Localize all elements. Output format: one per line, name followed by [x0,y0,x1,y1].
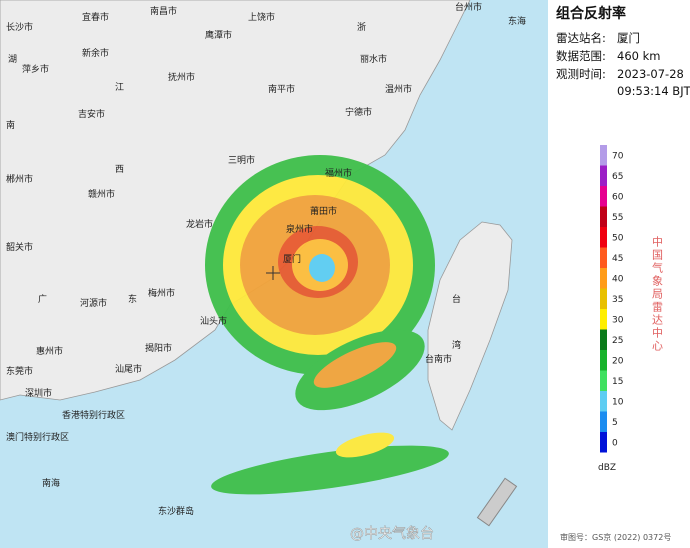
legend-label: 35 [612,295,623,305]
panel-title: 组合反射率 [556,5,626,22]
legend-swatch [600,186,607,207]
legend-swatch [600,411,607,432]
taiwan-island [427,221,513,431]
map-label: 郴州市 [6,173,33,185]
map-label: 浙 [357,21,366,33]
legend-swatch [600,350,607,371]
satellite-gap [476,477,518,527]
legend-label: 25 [612,336,623,346]
legend-label: 70 [612,151,624,161]
map-label: 台南市 [425,353,452,365]
legend-label: 20 [612,356,624,366]
legend-label: 50 [612,233,624,243]
map-label: 吉安市 [78,108,105,120]
map-label: 香港特别行政区 [62,409,125,421]
legend-swatch [600,268,607,289]
legend-swatch [600,391,607,412]
map-label: 东 [128,293,137,305]
map-label: 宜春市 [82,11,109,23]
map-label: 湾 [452,339,461,351]
map-label: 泉州市 [286,223,313,235]
map-label: 汕头市 [200,315,227,327]
legend-label: 55 [612,213,623,223]
map-label: 西 [115,164,124,175]
map-label: 韶关市 [6,241,33,253]
row-value: 厦门 [617,31,640,45]
map-label: 鹰潭市 [205,29,232,41]
map-label: 台州市 [455,1,482,13]
map-label: 台 [452,293,461,305]
map-label: 龙岩市 [186,218,213,230]
map-label: 萍乡市 [22,63,49,75]
map-label: 东海 [508,15,526,27]
legend-swatch [600,288,607,309]
map-label: 湖 [8,54,17,65]
map-label: 上饶市 [248,11,275,23]
map-label: 宁德市 [345,106,372,118]
legend-swatch [600,145,607,166]
legend-swatch [600,227,607,248]
legend-source: 中国气象局雷达中心 [651,236,664,353]
map-label: 莆田市 [310,205,337,217]
legend-label: 60 [612,192,624,202]
legend-swatch [600,247,607,268]
map-label: 南 [6,119,15,131]
legend-swatch [600,329,607,350]
side-panel [548,0,690,548]
legend-label: 0 [612,438,618,448]
map-label: 梅州市 [148,287,175,299]
legend-swatch [600,165,607,186]
map-label: 南平市 [268,83,295,95]
map-label: 南昌市 [150,5,177,17]
row-key: 雷达站名: [556,31,606,45]
legend-swatch [600,309,607,330]
row-value: 460 km [617,49,660,63]
row-key: 数据范围: [556,49,606,63]
legend-label: 65 [612,172,623,182]
map-label: 河源市 [80,297,107,309]
legend-unit: dBZ [598,463,616,473]
approval-number: 审图号：GS京 (2022) 0372号 [560,532,671,542]
row-value: 09:53:14 BJT [617,84,690,98]
legend-swatch [600,370,607,391]
legend-label: 15 [612,377,623,387]
map-label: 丽水市 [360,53,387,65]
legend-swatch [600,206,607,227]
map-label: 东莞市 [6,365,33,377]
legend-label: 5 [612,418,618,428]
row-value: 2023-07-28 [617,67,684,81]
map-label: 南海 [42,477,60,489]
map-label: 抚州市 [168,71,195,83]
legend-label: 10 [612,397,624,407]
map-label: 汕尾市 [115,363,142,375]
map-label: 长沙市 [6,21,33,33]
map-label: 深圳市 [25,387,52,399]
radar-echo [205,155,449,495]
watermark: @中央气象台 [350,526,434,542]
map-label: 揭阳市 [145,342,172,354]
map-label: 厦门 [283,253,301,265]
map-label: 福州市 [325,167,352,179]
map-label: 三明市 [228,154,255,166]
legend-label: 45 [612,254,623,264]
legend-label: 40 [612,274,624,284]
map-label: 东沙群岛 [158,505,194,517]
legend-swatch [600,432,607,453]
map-label: 澳门特别行政区 [6,431,69,443]
map-label: 赣州市 [88,188,115,200]
map-label: 新余市 [82,47,109,59]
row-key: 观测时间: [556,67,606,81]
legend-label: 30 [612,315,624,325]
map-label: 惠州市 [36,345,63,357]
map-label: 江 [115,82,124,93]
map-label: 温州市 [385,83,412,95]
map-label: 广 [38,293,47,305]
